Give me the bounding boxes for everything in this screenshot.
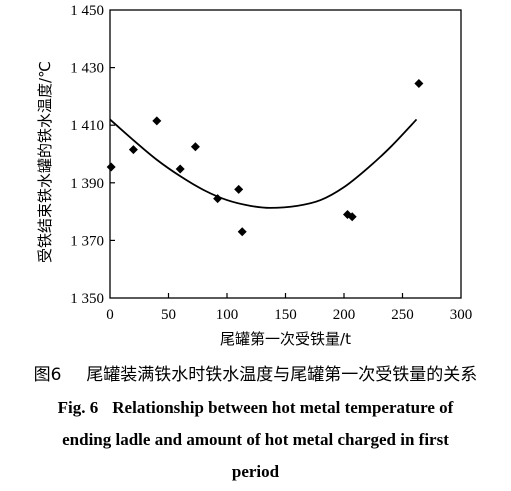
caption-en-text-line1: Relationship between hot metal temperatu… [112,398,454,417]
data-point [237,227,247,237]
y-axis-title: 受铁结束铁水罐的铁水温度/℃ [36,61,54,263]
data-point [128,145,138,155]
x-tick-label: 200 [333,307,356,323]
y-tick-label: 1 410 [70,118,104,134]
data-points [106,78,424,237]
figure-caption-chinese: 图6 尾罐装满铁水时铁水温度与尾罐第一次受铁量的关系 [0,360,511,385]
x-axis-title: 尾罐第一次受铁量/t [220,330,351,348]
x-tick-label: 150 [274,307,297,323]
plot-frame [109,9,462,299]
x-axis-ticks: 0 50 100 150 200 250 300 [106,293,472,323]
figure-caption-english-line2: ending ladle and amount of hot metal cha… [0,424,511,456]
y-tick-label: 1 430 [70,61,104,77]
data-point [347,212,357,222]
caption-cn-text: 尾罐装满铁水时铁水温度与尾罐第一次受铁量的关系 [86,365,478,385]
caption-cn-label: 图6 [33,365,62,385]
data-point [106,162,116,172]
x-tick-label: 100 [216,307,239,323]
x-tick-label: 250 [391,307,414,323]
data-point [190,142,200,152]
y-tick-label: 1 370 [70,233,104,249]
x-tick-label: 0 [106,307,114,323]
y-tick-label: 1 450 [70,3,104,19]
y-tick-label: 1 390 [70,176,104,192]
data-point [234,184,244,194]
y-axis-ticks: 1 350 1 370 1 390 1 410 1 430 1 450 [70,3,115,307]
x-tick-label: 50 [161,307,176,323]
x-tick-label: 300 [450,307,473,323]
caption-en-label: Fig. 6 [57,398,99,417]
caption-en-text-line2: ending ladle and amount of hot metal cha… [62,430,449,449]
data-point [213,194,223,204]
data-point [152,116,162,126]
y-tick-label: 1 350 [70,291,104,307]
data-point [175,164,185,174]
fit-curve [109,118,418,209]
caption-en-text-line3: period [231,462,280,481]
data-point [414,78,424,88]
figure-caption-english-line3: period [0,456,511,488]
figure-caption-english-line1: Fig. 6 Relationship between hot metal tem… [0,392,511,424]
